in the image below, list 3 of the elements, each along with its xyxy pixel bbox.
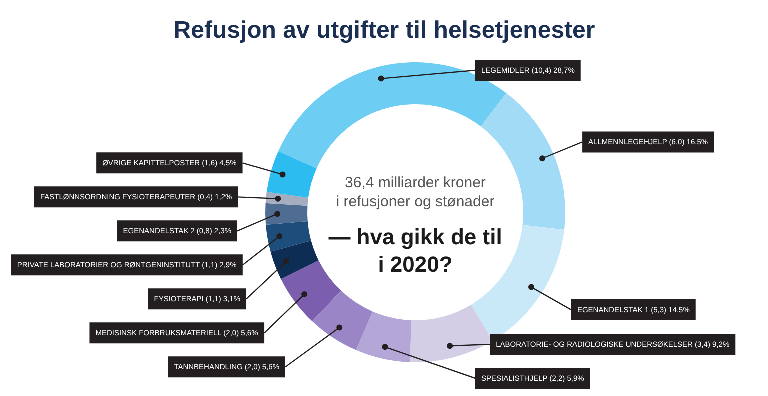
text: — hva gikk de til i 2020? [328,224,502,277]
text: 36,4 milliarder kroner i refusjoner og stønader [336,174,495,210]
chart-title: Refusjon av utgifter til helsetjenester [174,17,596,44]
